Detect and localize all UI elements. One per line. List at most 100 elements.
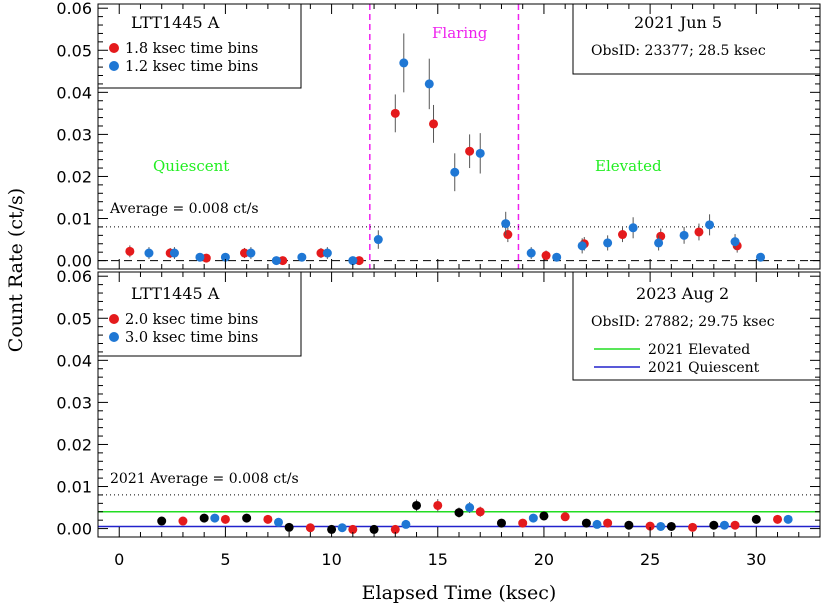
bottom-data-point [539, 511, 549, 521]
bottom-data-point [528, 513, 538, 523]
top-data-point [694, 227, 704, 237]
quiescent-label: Quiescent [153, 157, 229, 175]
top-info-box: 2021 Jun 5 ObsID: 23377; 28.5 ksec [572, 3, 821, 75]
bottom-legend-box [97, 271, 302, 357]
bottom-legend-title: LTT1445 A [131, 284, 220, 303]
top-regions [369, 4, 520, 269]
bottom-data-point [465, 503, 475, 513]
top-legend-red-marker [109, 43, 119, 53]
bottom-data-points [157, 499, 793, 534]
top-data-point [526, 248, 536, 258]
top-average-label: Average = 0.008 ct/s [109, 201, 259, 217]
top-data-point [297, 252, 307, 262]
bottom-data-point [348, 524, 358, 534]
top-ytick-label: 0.05 [56, 41, 92, 60]
bottom-x-axis: 0 5 10 15 20 25 30 [114, 272, 821, 569]
top-info-date: 2021 Jun 5 [634, 13, 722, 32]
top-panel: Quiescent Flaring Elevated Average = 0.0… [56, 0, 821, 271]
top-data-point [541, 251, 551, 261]
top-ytick-label: 0.06 [56, 0, 92, 18]
bottom-legend-red-marker [109, 314, 119, 324]
xtick-label: 0 [114, 550, 124, 569]
y-axis-title: Count Rate (ct/s) [5, 188, 27, 352]
bottom-data-point [475, 507, 485, 517]
top-data-point [705, 220, 715, 230]
bottom-data-point [220, 514, 230, 524]
bottom-data-point [263, 514, 273, 524]
bottom-panel: 2021 Average = 0.008 ct/s LTT1445 A 2.0 … [56, 267, 821, 569]
flaring-label: Flaring [432, 24, 488, 42]
bottom-data-point [274, 517, 283, 527]
x-axis-title: Elapsed Time (ksec) [362, 582, 557, 604]
top-data-point [195, 252, 205, 262]
xtick-label: 25 [640, 550, 660, 569]
top-x-ticks [118, 4, 821, 269]
bottom-info-obsid: ObsID: 27882; 29.75 ksec [591, 314, 775, 330]
bottom-data-point [412, 500, 422, 510]
bottom-data-point [666, 521, 676, 531]
top-data-point [125, 246, 135, 256]
bottom-data-point [157, 516, 167, 526]
top-data-point [373, 235, 383, 245]
bottom-data-point [199, 513, 209, 523]
bottom-data-point [454, 508, 464, 518]
xtick-label: 20 [534, 550, 554, 569]
quiescent-legend-label: 2021 Quiescent [648, 360, 760, 376]
top-legend-entry-red: 1.8 ksec time bins [125, 41, 258, 57]
bottom-data-point [645, 521, 655, 531]
bottom-ytick-label: 0.01 [56, 478, 92, 497]
bottom-data-point [719, 520, 729, 530]
top-legend-entry-blue: 1.2 ksec time bins [125, 59, 258, 75]
top-legend-title: LTT1445 A [131, 13, 220, 32]
top-data-point [144, 248, 154, 258]
bottom-data-point [656, 521, 666, 531]
bottom-data-point [581, 518, 591, 528]
bottom-ytick-label: 0.02 [56, 435, 92, 454]
bottom-legend-entry-red: 2.0 ksec time bins [125, 312, 258, 328]
top-data-point [501, 219, 511, 229]
bottom-data-point [592, 519, 602, 529]
top-data-point [348, 256, 358, 266]
top-data-point [552, 252, 562, 262]
bottom-data-point [496, 518, 506, 528]
top-data-point [271, 256, 281, 266]
bottom-data-point [178, 516, 188, 526]
bottom-ytick-label: 0.04 [56, 351, 92, 370]
bottom-data-point [284, 522, 294, 532]
top-y-axis: 0.00 0.01 0.02 0.03 0.04 0.05 0.06 [56, 0, 820, 271]
top-data-point [465, 146, 475, 156]
bottom-average-label: 2021 Average = 0.008 ct/s [110, 471, 299, 487]
top-data-point [390, 108, 400, 118]
top-ytick-label: 0.04 [56, 83, 92, 102]
bottom-data-point [560, 512, 570, 522]
elevated-label: Elevated [595, 157, 662, 175]
bottom-data-point [603, 518, 613, 528]
top-data-point [730, 237, 740, 247]
top-data-point [169, 248, 179, 258]
top-data-point [354, 256, 364, 266]
top-data-point [399, 58, 409, 68]
bottom-data-point [709, 520, 719, 530]
top-data-point [322, 248, 332, 258]
xtick-label: 15 [428, 550, 448, 569]
top-data-point [577, 241, 587, 251]
bottom-data-point [401, 519, 411, 529]
top-data-point [628, 223, 638, 233]
bottom-data-point [242, 513, 252, 523]
top-data-point [316, 248, 326, 258]
top-data-point [220, 252, 230, 262]
bottom-data-point [210, 513, 220, 523]
top-data-point [618, 230, 628, 240]
top-data-point [679, 230, 689, 240]
top-info-obsid: ObsID: 23377; 28.5 ksec [591, 43, 766, 59]
top-ytick-label: 0.01 [56, 210, 92, 229]
bottom-data-point [518, 518, 528, 528]
bottom-ytick-label: 0.05 [56, 309, 92, 328]
xtick-label: 30 [746, 550, 766, 569]
bottom-ytick-label: 0.06 [56, 267, 92, 286]
bottom-y-axis: 0.00 0.01 0.02 0.03 0.04 0.05 0.06 [56, 267, 820, 539]
bottom-info-box: 2023 Aug 2 ObsID: 27882; 29.75 ksec 2021… [572, 271, 821, 381]
top-data-point [503, 230, 513, 240]
top-ytick-label: 0.02 [56, 167, 92, 186]
